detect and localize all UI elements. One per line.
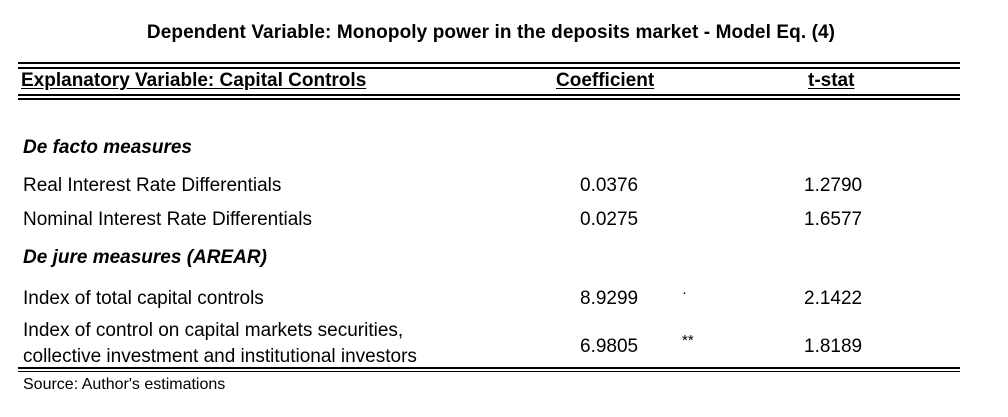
source-note: Source: Author's estimations [23, 376, 226, 393]
header-rule-double [18, 98, 960, 100]
top-rule-double [18, 67, 960, 69]
row-tstat: 1.8189 [804, 336, 863, 357]
top-rule [18, 62, 960, 64]
section-heading-de-facto: De facto measures [23, 137, 192, 158]
row-label-line2: collective investment and institutional … [23, 346, 417, 367]
significance-marker: ** [682, 332, 694, 349]
column-header-variable: Explanatory Variable: Capital Controls [21, 70, 367, 91]
bottom-rule [18, 367, 960, 369]
significance-marker: · [682, 284, 687, 301]
row-tstat: 2.1422 [804, 288, 863, 309]
table-title: Dependent Variable: Monopoly power in th… [146, 22, 836, 43]
section-heading-de-jure: De jure measures (AREAR) [23, 247, 267, 268]
column-header-coefficient: Coefficient [556, 70, 655, 91]
row-tstat: 1.6577 [804, 209, 863, 230]
row-coefficient: 6.9805 [580, 336, 639, 357]
row-label: Index of total capital controls [23, 288, 264, 309]
row-label: Nominal Interest Rate Differentials [23, 209, 312, 230]
row-label: Real Interest Rate Differentials [23, 175, 282, 196]
header-rule [18, 94, 960, 96]
bottom-rule-double [18, 371, 960, 372]
column-header-tstat: t-stat [808, 70, 855, 91]
row-coefficient: 0.0275 [580, 209, 639, 230]
row-label-line1: Index of control on capital markets secu… [23, 320, 404, 341]
row-tstat: 1.2790 [804, 175, 863, 196]
row-coefficient: 0.0376 [580, 175, 639, 196]
row-coefficient: 8.9299 [580, 288, 639, 309]
